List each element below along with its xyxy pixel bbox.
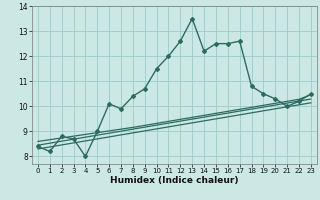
X-axis label: Humidex (Indice chaleur): Humidex (Indice chaleur) xyxy=(110,176,239,185)
